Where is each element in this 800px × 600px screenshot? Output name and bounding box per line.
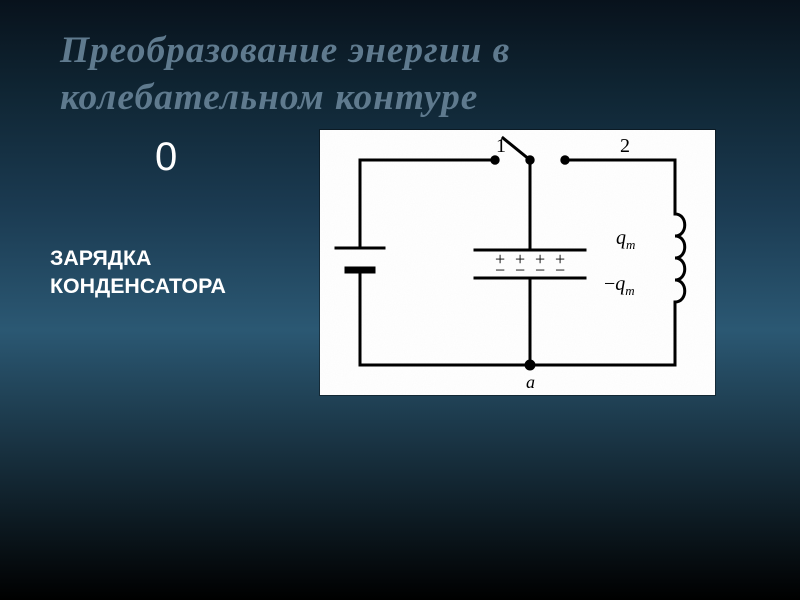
label-switch-2: 2	[620, 135, 630, 157]
caption-line1: ЗАРЯДКА	[50, 246, 151, 270]
svg-text:−: −	[515, 260, 525, 280]
time-zero-label: 0	[155, 135, 177, 180]
caption-line2: КОНДЕНСАТОРА	[50, 274, 226, 298]
slide-title: Преобразование энергии в колебательном к…	[60, 28, 740, 121]
caption-text: ЗАРЯДКА КОНДЕНСАТОРА	[50, 245, 226, 300]
label-switch-1: 1	[496, 135, 506, 157]
svg-text:−: −	[495, 260, 505, 280]
node-a	[526, 361, 534, 369]
svg-text:−: −	[535, 260, 545, 280]
svg-text:−: −	[555, 260, 565, 280]
label-node-a: a	[526, 372, 535, 392]
circuit-diagram: + + + + − − − − 1 2 qm −qm a	[320, 130, 715, 395]
